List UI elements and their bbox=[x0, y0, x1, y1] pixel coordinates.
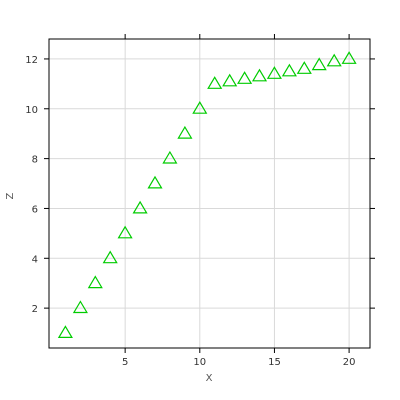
x-axis-label: X bbox=[206, 373, 213, 384]
data-point bbox=[132, 200, 148, 214]
data-point bbox=[296, 61, 312, 74]
y-tick-label: 8 bbox=[32, 155, 38, 166]
x-tick-label: 20 bbox=[343, 357, 356, 368]
data-point bbox=[177, 125, 193, 139]
axis-layer: 5 10 15 20 2 4 6 8 10 12 bbox=[25, 34, 375, 368]
y-tick-label: 10 bbox=[25, 105, 38, 116]
data-point bbox=[326, 53, 342, 67]
y-axis-label: Z bbox=[5, 192, 16, 199]
data-point bbox=[207, 76, 223, 89]
x-tick-label: 10 bbox=[193, 357, 206, 368]
data-point bbox=[162, 150, 178, 164]
data-point bbox=[237, 71, 253, 84]
x-tick-label: 15 bbox=[268, 357, 281, 368]
y-tick-label: 12 bbox=[25, 55, 38, 66]
y-tick-label: 6 bbox=[32, 204, 38, 215]
data-point bbox=[341, 51, 357, 64]
y-tick-label: 4 bbox=[32, 254, 38, 265]
x-tick-label: 5 bbox=[122, 357, 128, 368]
data-point bbox=[222, 73, 238, 87]
data-point bbox=[87, 275, 103, 289]
grid-layer bbox=[49, 39, 370, 348]
data-point bbox=[102, 250, 118, 264]
data-point bbox=[251, 68, 268, 82]
data-point bbox=[311, 57, 327, 71]
data-point bbox=[72, 300, 88, 314]
data-point bbox=[147, 175, 163, 189]
data-point bbox=[266, 66, 282, 79]
plot-frame bbox=[48, 38, 371, 349]
y-tick-label: 2 bbox=[32, 304, 38, 315]
data-point bbox=[281, 63, 297, 77]
data-point bbox=[117, 225, 133, 239]
points-layer bbox=[57, 51, 357, 338]
data-point bbox=[57, 325, 73, 338]
data-point bbox=[192, 101, 208, 114]
